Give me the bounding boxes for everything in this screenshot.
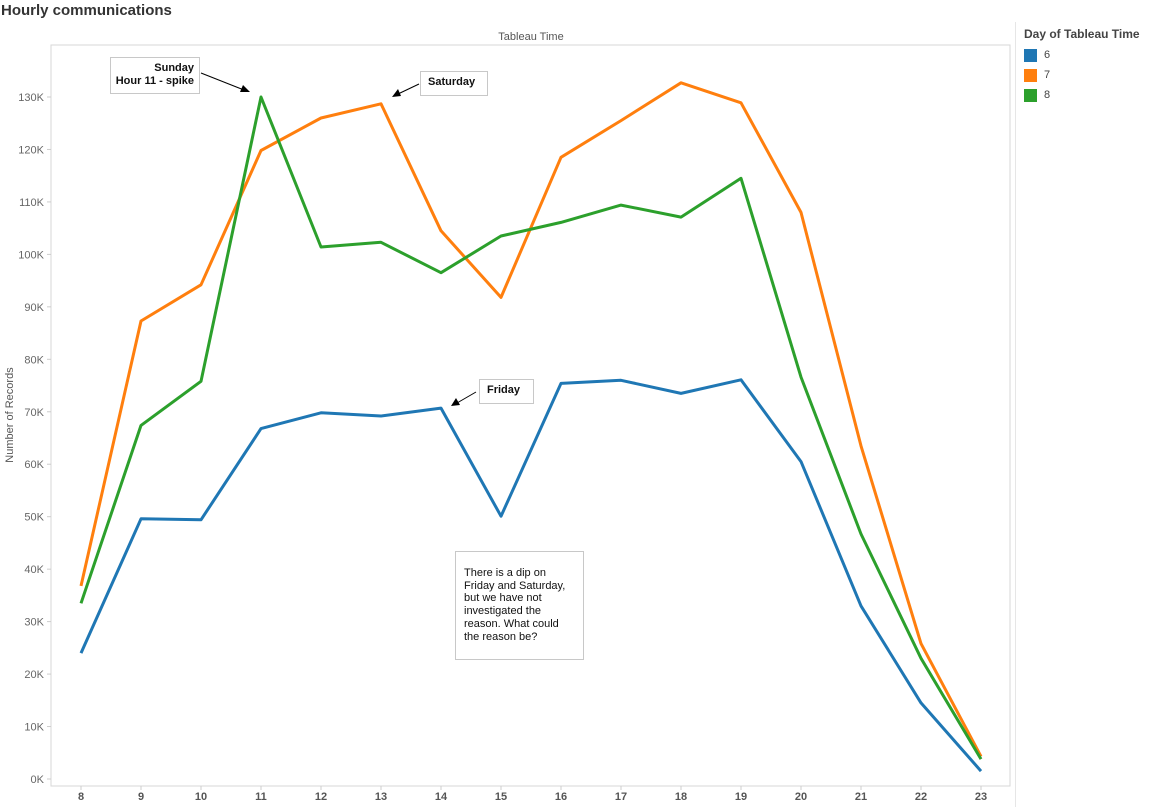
annotation-saturday: Saturday	[420, 71, 488, 96]
x-axis: 8 9 10 11 12 13 14 15 16 17 18 19 20 21 22 23	[78, 786, 987, 803]
y-tick-label: 100K	[18, 249, 44, 261]
legend-swatch	[1024, 88, 1037, 102]
x-tick-label: 12	[315, 791, 327, 803]
annotation-note-line-2: Friday and Saturday,	[464, 579, 566, 592]
annotation-sunday: Sunday Hour 11 - spike	[110, 57, 200, 94]
series-line-6[interactable]	[79, 378, 983, 773]
legend: Day of Tableau Time 6 7 8	[1024, 27, 1140, 105]
legend-item-6[interactable]: 6	[1024, 45, 1140, 65]
annotation-note: There is a dip on Friday and Saturday, b…	[455, 551, 584, 660]
x-tick-label: 15	[495, 791, 507, 803]
plot-frame	[50, 44, 1011, 787]
annotation-note-line-3: but we have not	[464, 592, 542, 605]
y-tick-label: 80K	[24, 354, 44, 366]
y-tick-label: 20K	[24, 669, 44, 681]
annotation-note-line-5: reason. What could	[464, 617, 559, 630]
x-tick-label: 14	[435, 791, 448, 803]
x-tick-label: 22	[915, 791, 927, 803]
annotation-note-line-6: the reason be?	[464, 630, 538, 643]
y-tick-label: 50K	[24, 512, 44, 524]
legend-swatch	[1024, 68, 1037, 82]
annotation-sunday-line-1: Sunday	[154, 62, 194, 74]
x-tick-label: 17	[615, 791, 627, 803]
page-title: Hourly communications	[1, 2, 172, 19]
x-tick-label: 13	[375, 791, 387, 803]
annotation-friday: Friday	[479, 379, 534, 404]
x-tick-label: 18	[675, 791, 687, 803]
series-line-7[interactable]	[79, 81, 983, 758]
legend-label: 6	[1044, 49, 1051, 61]
legend-title: Day of Tableau Time	[1024, 27, 1140, 41]
legend-items: 6 7 8	[1024, 45, 1140, 105]
x-tick-label: 16	[555, 791, 567, 803]
x-tick-label: 19	[735, 791, 747, 803]
sunday-arrow	[200, 72, 245, 91]
top-axis-label: Tableau Time	[498, 31, 563, 43]
y-tick-label: 60K	[24, 459, 44, 471]
sunday-arrowhead	[240, 85, 250, 92]
series-line-8[interactable]	[79, 95, 983, 760]
annotation-sunday-line-2: Hour 11 - spike	[115, 75, 194, 87]
y-tick-label: 10K	[24, 722, 44, 734]
y-axis: 0K 10K 20K 30K 40K 50K 60K 70K 80K 90K 100K 110K 120…	[18, 92, 51, 786]
y-tick-label: 110K	[19, 197, 45, 209]
legend-item-8[interactable]: 8	[1024, 85, 1140, 105]
x-tick-label: 21	[855, 791, 867, 803]
x-tick-label: 9	[138, 791, 144, 803]
annotation-note-line-1: There is a dip on	[464, 567, 546, 579]
y-tick-label: 0K	[31, 774, 45, 786]
x-tick-label: 23	[975, 791, 987, 803]
x-tick-label: 10	[195, 791, 207, 803]
legend-frame-divider	[1015, 22, 1016, 807]
annotation-arrows	[200, 72, 477, 406]
y-tick-label: 30K	[24, 617, 44, 629]
legend-label: 7	[1044, 69, 1051, 81]
y-tick-label: 120K	[18, 144, 44, 156]
x-tick-label: 20	[795, 791, 807, 803]
y-tick-label: 40K	[24, 564, 44, 576]
x-tick-label: 11	[255, 791, 267, 803]
friday-arrowhead	[451, 398, 460, 406]
saturday-arrow	[397, 83, 420, 95]
y-tick-label: 130K	[18, 92, 44, 104]
legend-label: 8	[1044, 89, 1051, 101]
annotation-note-line-4: investigated the	[464, 605, 542, 618]
y-tick-label: 90K	[24, 302, 44, 314]
y-axis-label: Number of Records	[4, 367, 16, 463]
x-tick-label: 8	[78, 791, 84, 803]
legend-swatch	[1024, 48, 1037, 62]
y-tick-label: 70K	[24, 407, 44, 419]
saturday-arrowhead	[392, 89, 401, 97]
annotation-friday-line-1: Friday	[487, 384, 521, 396]
legend-item-7[interactable]: 7	[1024, 65, 1140, 85]
series-lines	[79, 81, 983, 773]
annotation-saturday-line-1: Saturday	[428, 76, 476, 88]
friday-arrow	[456, 391, 477, 404]
